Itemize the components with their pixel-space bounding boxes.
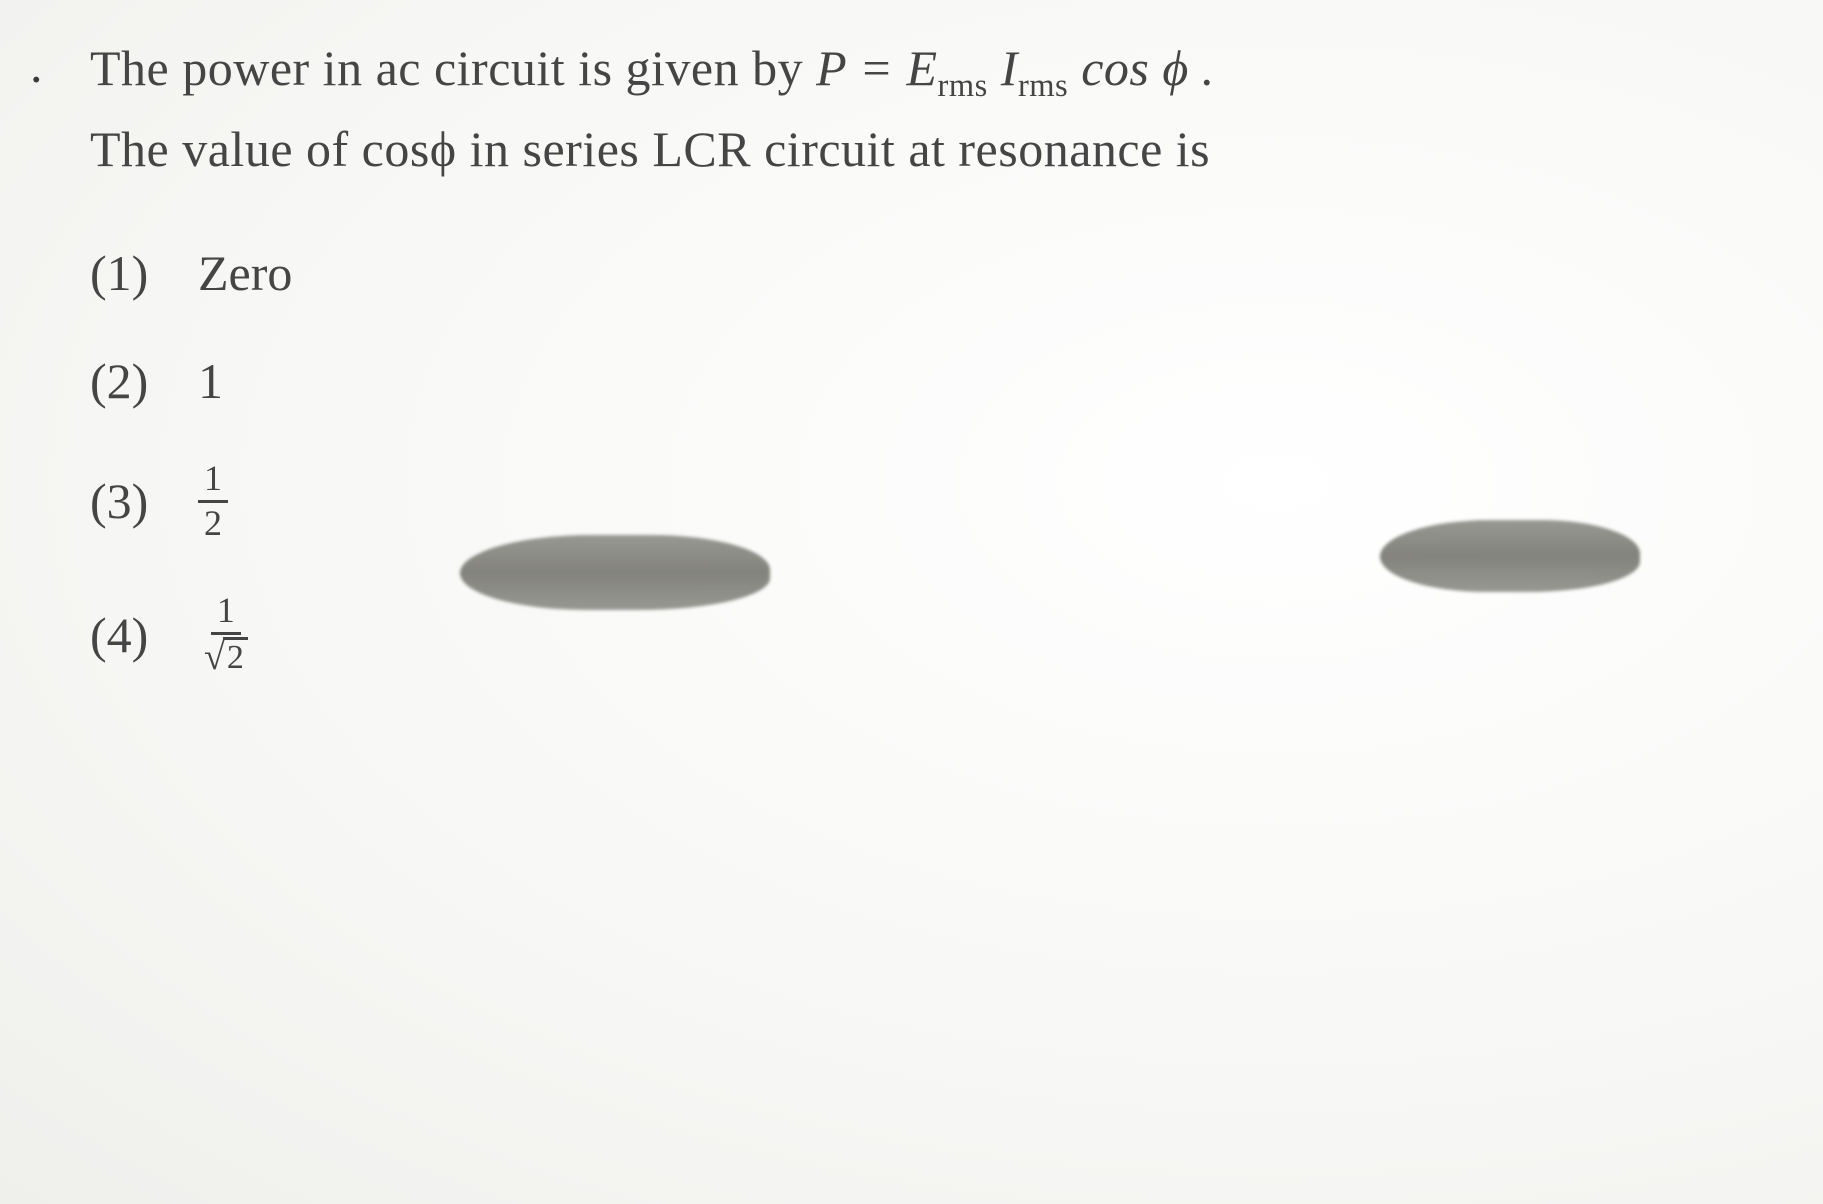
- sqrt: √ 2: [204, 637, 248, 676]
- option-4: (4) 1 √ 2: [90, 592, 1783, 676]
- options-list: (1) Zero (2) 1 (3) 1 2 (4) 1 √ 2: [90, 244, 1783, 677]
- formula-I: I: [988, 40, 1018, 96]
- question-text: The power in ac circuit is given by P = …: [90, 30, 1740, 189]
- line1-prefix: The power in ac circuit is given by: [90, 40, 816, 96]
- option-4-frac-bot: √ 2: [198, 635, 254, 676]
- radical-sign: √: [204, 638, 225, 676]
- option-1-value: Zero: [198, 244, 292, 302]
- formula-I-sub: rms: [1018, 68, 1068, 104]
- option-4-fraction: 1 √ 2: [198, 592, 254, 676]
- list-bullet: .: [30, 36, 43, 94]
- option-4-number: (4): [90, 606, 180, 664]
- option-3-fraction: 1 2: [198, 460, 228, 543]
- question-line-2: The value of cosϕ in series LCR circuit …: [90, 111, 1740, 189]
- option-1-number: (1): [90, 244, 180, 302]
- question-line-1: The power in ac circuit is given by P = …: [90, 30, 1740, 111]
- page: . The power in ac circuit is given by P …: [0, 0, 1823, 1204]
- option-4-frac-top: 1: [211, 592, 241, 635]
- option-2: (2) 1: [90, 352, 1783, 410]
- option-3-frac-top: 1: [198, 460, 228, 503]
- option-2-value: 1: [198, 352, 223, 410]
- formula-E: E: [907, 40, 938, 96]
- ink-smudge: [460, 535, 770, 610]
- formula: P = Erms Irms cos ϕ .: [816, 40, 1215, 96]
- radicand: 2: [223, 637, 248, 676]
- option-3-number: (3): [90, 472, 180, 530]
- formula-P: P: [816, 40, 846, 96]
- formula-E-sub: rms: [938, 68, 988, 104]
- option-3-frac-bot: 2: [198, 503, 228, 543]
- option-1: (1) Zero: [90, 244, 1783, 302]
- formula-eq: =: [846, 40, 906, 96]
- formula-cos: cos ϕ .: [1068, 40, 1215, 96]
- option-2-number: (2): [90, 352, 180, 410]
- ink-smudge: [1380, 520, 1640, 592]
